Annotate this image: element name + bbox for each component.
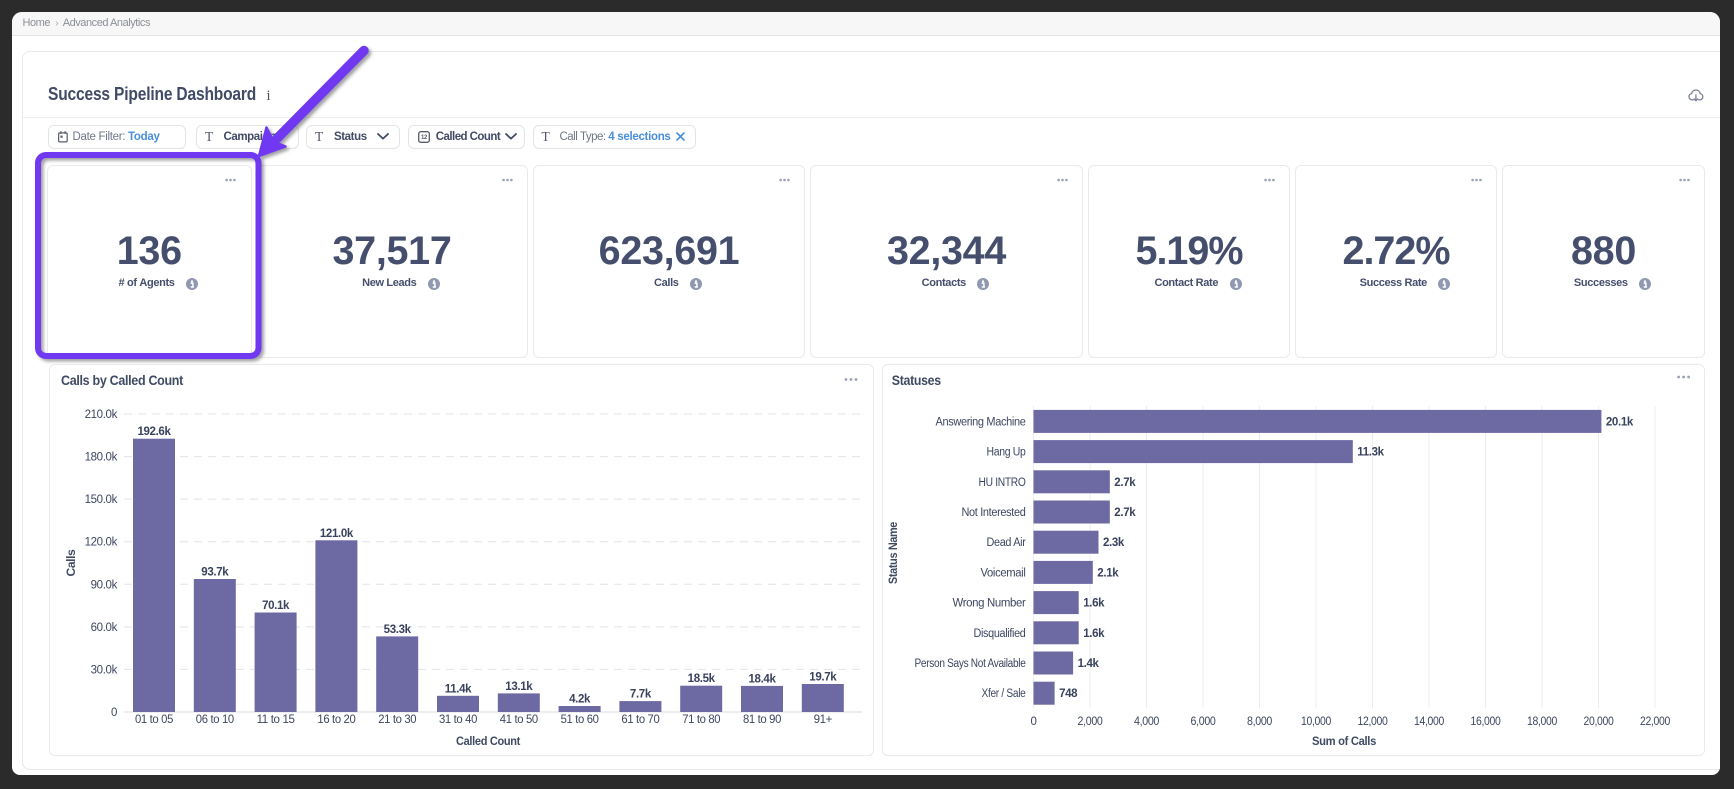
svg-text:93.7k: 93.7k	[201, 567, 229, 579]
svg-text:51 to 60: 51 to 60	[561, 714, 599, 726]
svg-text:120.0k: 120.0k	[85, 537, 118, 549]
svg-text:30.0k: 30.0k	[91, 664, 118, 676]
svg-text:8,000: 8,000	[1247, 716, 1272, 728]
svg-text:18.5k: 18.5k	[688, 673, 716, 685]
svg-text:20.1k: 20.1k	[1606, 416, 1634, 428]
svg-text:21 to 30: 21 to 30	[378, 714, 416, 726]
svg-text:210.0k: 210.0k	[85, 409, 118, 421]
svg-text:11 to 15: 11 to 15	[257, 714, 295, 726]
svg-text:90.0k: 90.0k	[91, 579, 118, 591]
svg-text:16 to 20: 16 to 20	[317, 714, 355, 726]
svg-text:2.1k: 2.1k	[1097, 567, 1119, 579]
svg-text:0: 0	[1030, 716, 1036, 728]
svg-text:60.0k: 60.0k	[91, 622, 118, 634]
svg-text:41 to 50: 41 to 50	[500, 714, 538, 726]
svg-text:2.7k: 2.7k	[1114, 507, 1136, 519]
svg-text:121.0k: 121.0k	[320, 528, 354, 540]
svg-text:2.3k: 2.3k	[1103, 537, 1125, 549]
svg-text:150.0k: 150.0k	[85, 494, 118, 506]
svg-text:01 to 05: 01 to 05	[135, 714, 173, 726]
svg-text:1.6k: 1.6k	[1083, 628, 1105, 640]
svg-text:Voicemail: Voicemail	[981, 567, 1026, 579]
svg-text:19.7k: 19.7k	[809, 672, 837, 684]
svg-text:1.4k: 1.4k	[1078, 658, 1100, 670]
svg-text:Disqualified: Disqualified	[974, 628, 1026, 640]
svg-text:Wrong Number: Wrong Number	[953, 598, 1027, 610]
svg-text:192.6k: 192.6k	[137, 426, 171, 438]
svg-text:12: 12	[421, 135, 428, 141]
svg-text:06 to 10: 06 to 10	[196, 714, 234, 726]
svg-text:53.3k: 53.3k	[384, 624, 412, 636]
svg-text:61 to 70: 61 to 70	[621, 714, 659, 726]
svg-text:16,000: 16,000	[1471, 716, 1501, 728]
svg-text:14,000: 14,000	[1414, 716, 1444, 728]
svg-text:Xfer / Sale: Xfer / Sale	[982, 688, 1026, 700]
svg-text:18.4k: 18.4k	[748, 673, 776, 685]
svg-text:Answering Machine: Answering Machine	[936, 416, 1026, 428]
svg-text:7.7k: 7.7k	[630, 689, 652, 701]
svg-text:748: 748	[1059, 688, 1078, 700]
svg-text:22,000: 22,000	[1640, 716, 1670, 728]
svg-text:12,000: 12,000	[1358, 716, 1388, 728]
svg-text:Status Name: Status Name	[886, 521, 900, 584]
svg-text:70.1k: 70.1k	[262, 600, 290, 612]
svg-text:Calls: Calls	[64, 549, 78, 577]
svg-text:71 to 80: 71 to 80	[682, 714, 720, 726]
svg-text:6,000: 6,000	[1191, 716, 1216, 728]
svg-text:2,000: 2,000	[1078, 716, 1103, 728]
svg-text:Sum of Calls: Sum of Calls	[1312, 734, 1377, 748]
svg-text:Called Count: Called Count	[456, 734, 520, 748]
svg-text:Hang Up: Hang Up	[987, 447, 1026, 459]
svg-text:180.0k: 180.0k	[85, 452, 118, 464]
svg-text:81 to 90: 81 to 90	[743, 714, 781, 726]
svg-text:4,000: 4,000	[1134, 716, 1159, 728]
svg-text:31 to 40: 31 to 40	[439, 714, 477, 726]
svg-text:91+: 91+	[814, 714, 833, 726]
svg-text:1.6k: 1.6k	[1083, 598, 1105, 610]
svg-text:4.2k: 4.2k	[569, 694, 591, 706]
svg-text:20,000: 20,000	[1584, 716, 1614, 728]
svg-text:18,000: 18,000	[1527, 716, 1557, 728]
svg-text:Statuses: Statuses	[892, 373, 941, 389]
svg-text:Not Interested: Not Interested	[962, 507, 1026, 519]
svg-text:Calls by Called Count: Calls by Called Count	[61, 373, 184, 389]
svg-text:2.7k: 2.7k	[1114, 477, 1136, 489]
svg-text:Person Says Not Available: Person Says Not Available	[915, 658, 1026, 670]
svg-text:HU INTRO: HU INTRO	[979, 477, 1026, 489]
svg-text:11.4k: 11.4k	[445, 683, 472, 695]
svg-text:0: 0	[111, 707, 117, 719]
svg-text:13.1k: 13.1k	[505, 681, 533, 693]
svg-text:Dead Air: Dead Air	[987, 537, 1026, 549]
svg-text:11.3k: 11.3k	[1357, 447, 1384, 459]
svg-text:10,000: 10,000	[1301, 716, 1331, 728]
